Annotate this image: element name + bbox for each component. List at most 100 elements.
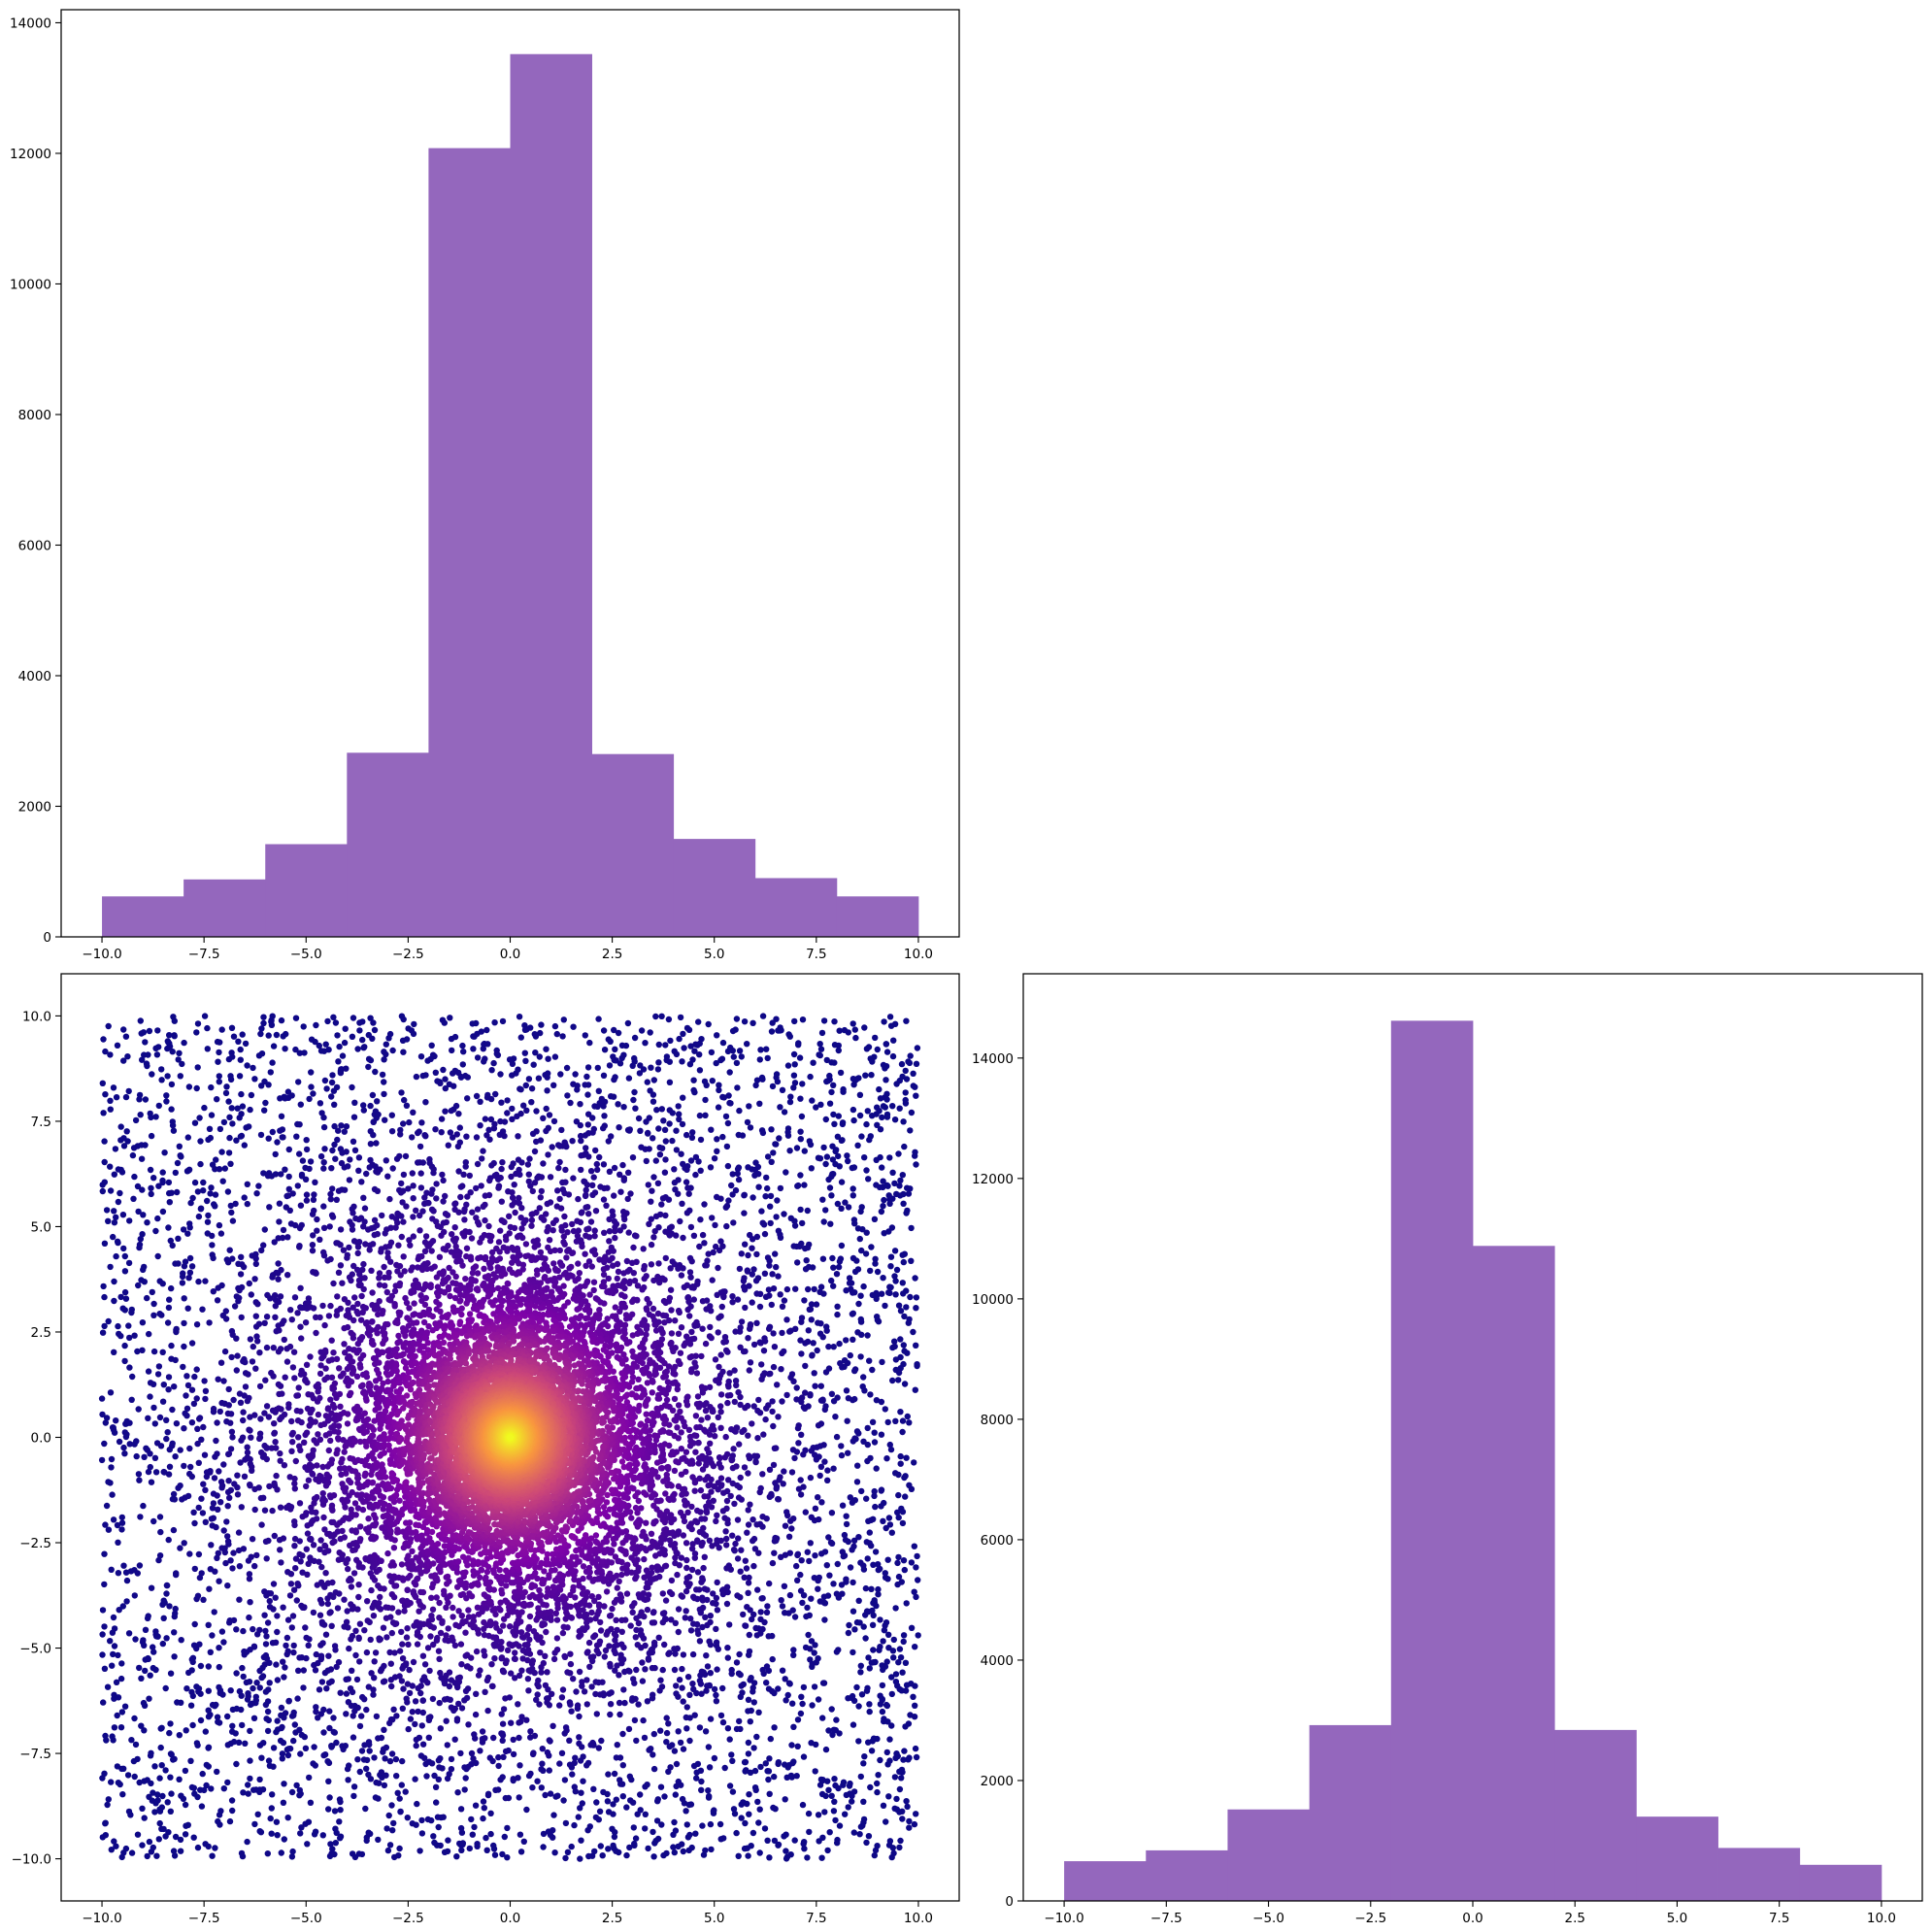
scatter-point [591, 1227, 598, 1234]
scatter-point [201, 1451, 209, 1458]
scatter-point [756, 1303, 764, 1311]
scatter-point [154, 1252, 161, 1260]
scatter-point [264, 1727, 272, 1735]
scatter-point [126, 1217, 133, 1224]
scatter-point [214, 1714, 221, 1720]
scatter-point [425, 1199, 432, 1207]
scatter-point [584, 1121, 591, 1128]
scatter-point [860, 1815, 868, 1823]
scatter-point [606, 1062, 614, 1069]
scatter-point [663, 1739, 670, 1746]
scatter-point [367, 1102, 374, 1110]
scatter-point [777, 1291, 783, 1298]
scatter-point [821, 1406, 828, 1414]
scatter-point [687, 1616, 694, 1622]
scatter-point [278, 1849, 284, 1856]
scatter-point [879, 1114, 885, 1121]
scatter-point [586, 1823, 593, 1830]
scatter-point [226, 1114, 233, 1121]
scatter-point [699, 1325, 706, 1332]
scatter-point [359, 1018, 366, 1025]
scatter-point [648, 1064, 654, 1071]
scatter-point [150, 1789, 156, 1796]
scatter-point [864, 1424, 871, 1432]
scatter-point [236, 1115, 243, 1121]
scatter-point [325, 1778, 332, 1785]
scatter-point [241, 1194, 248, 1201]
scatter-point [764, 1184, 771, 1192]
scatter-point [266, 1204, 273, 1211]
scatter-point [843, 1513, 849, 1519]
scatter-point [565, 1191, 573, 1198]
scatter-point [734, 1516, 742, 1523]
scatter-point [777, 1184, 784, 1192]
scatter-point [766, 1790, 773, 1798]
scatter-point [744, 1604, 750, 1611]
scatter-point [639, 1678, 647, 1684]
scatter-point [207, 1468, 214, 1475]
scatter-point [782, 1522, 789, 1529]
scatter-point [101, 1179, 109, 1185]
scatter-point [267, 1590, 275, 1597]
scatter-point [585, 1234, 593, 1241]
scatter-point [164, 1319, 172, 1326]
scatter-point [482, 1688, 488, 1696]
scatter-point [184, 1305, 191, 1312]
scatter-point [511, 1655, 518, 1662]
x-tick-label: 2.5 [602, 947, 622, 962]
scatter-point [690, 1620, 697, 1627]
scatter-point [666, 1588, 674, 1596]
scatter-point [583, 1182, 590, 1188]
scatter-point [721, 1764, 728, 1772]
scatter-point [165, 1536, 172, 1544]
scatter-point [837, 1360, 844, 1367]
scatter-point [419, 1709, 426, 1716]
scatter-point [550, 1082, 557, 1089]
scatter-point [426, 1667, 433, 1675]
scatter-point [155, 1363, 163, 1370]
scatter-point [211, 1475, 218, 1482]
scatter-point [631, 1034, 639, 1042]
scatter-point [409, 1682, 416, 1689]
scatter-point [459, 1061, 466, 1068]
scatter-point [258, 1754, 265, 1761]
scatter-point [329, 1185, 336, 1192]
scatter-point [718, 1303, 725, 1311]
histogram-bar [265, 844, 348, 937]
scatter-point [271, 1532, 278, 1540]
scatter-point [845, 1157, 851, 1165]
scatter-point [887, 1022, 895, 1029]
scatter-point [501, 1118, 509, 1125]
scatter-point [849, 1798, 855, 1805]
scatter-point [121, 1450, 128, 1457]
scatter-point [631, 1088, 638, 1096]
scatter-point [341, 1186, 349, 1193]
scatter-point [155, 1102, 162, 1110]
scatter-point [280, 1134, 286, 1141]
scatter-point [392, 1755, 400, 1763]
scatter-point [831, 1042, 839, 1049]
scatter-point [255, 1320, 263, 1327]
scatter-point [363, 1649, 371, 1656]
scatter-point [818, 1790, 826, 1798]
scatter-point [666, 1058, 673, 1065]
scatter-point [556, 1195, 563, 1203]
scatter-point [882, 1302, 888, 1310]
scatter-point [226, 1817, 234, 1825]
scatter-point [747, 1718, 753, 1725]
scatter-point [896, 1844, 903, 1851]
scatter-point [136, 1477, 143, 1483]
scatter-point [624, 1195, 631, 1203]
scatter-point [879, 1358, 885, 1366]
histogram-bar [510, 53, 592, 937]
scatter-point [581, 1688, 588, 1695]
scatter-point [568, 1708, 575, 1715]
scatter-point [241, 1142, 248, 1149]
scatter-point [197, 1716, 205, 1724]
scatter-point [291, 1543, 298, 1549]
scatter-point [544, 1074, 550, 1081]
scatter-point [896, 1183, 903, 1189]
scatter-point [746, 1811, 752, 1817]
scatter-point [836, 1340, 843, 1348]
scatter-point [107, 1106, 115, 1113]
